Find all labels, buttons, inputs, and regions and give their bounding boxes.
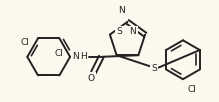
Text: Cl: Cl bbox=[188, 85, 197, 94]
Text: N: N bbox=[72, 52, 79, 61]
Text: O: O bbox=[88, 74, 95, 83]
Text: N: N bbox=[130, 27, 136, 36]
Text: S: S bbox=[151, 64, 157, 73]
Text: Cl: Cl bbox=[54, 49, 63, 58]
Text: H: H bbox=[80, 52, 87, 61]
Text: S: S bbox=[117, 27, 122, 36]
Text: Cl: Cl bbox=[21, 38, 29, 47]
Text: N: N bbox=[118, 6, 125, 15]
